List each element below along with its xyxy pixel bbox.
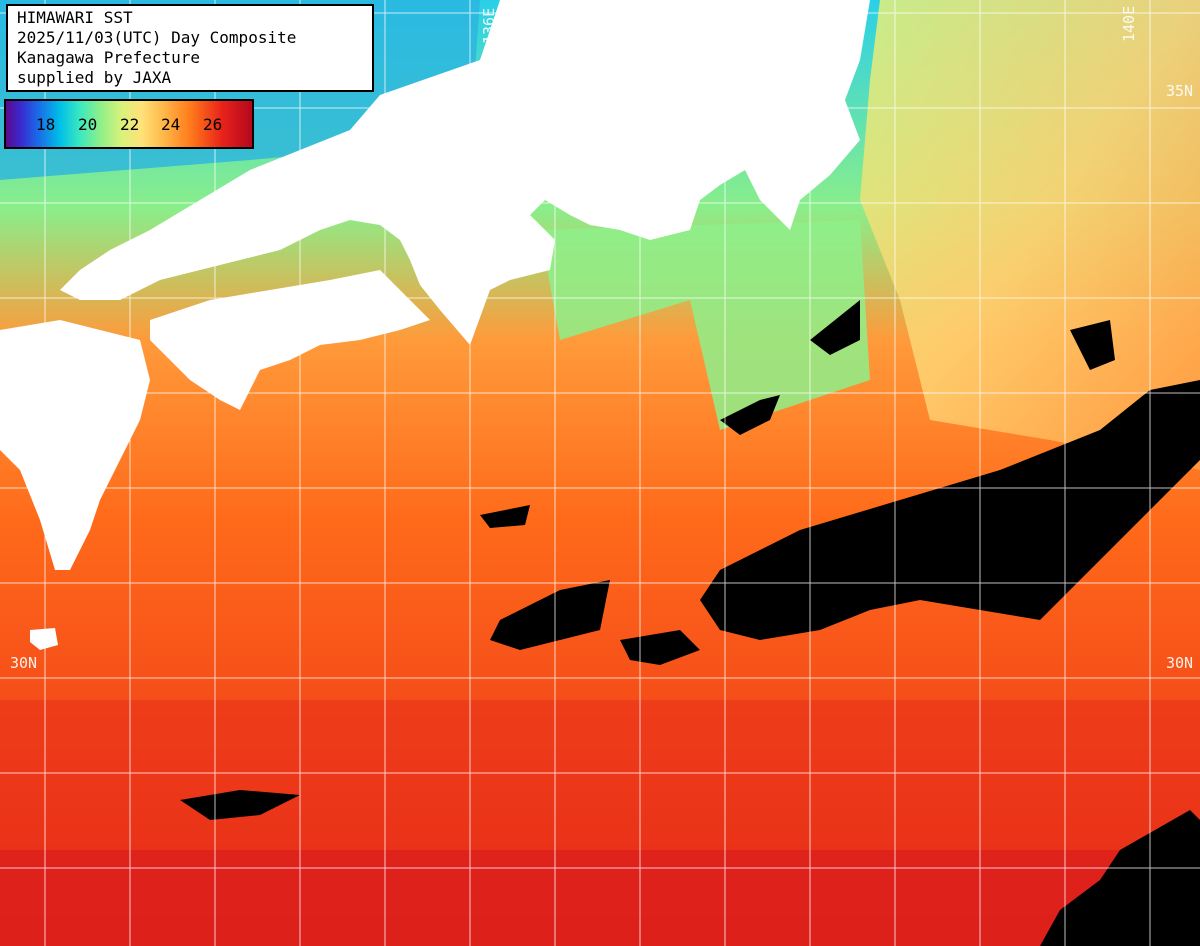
legend-tick-22: 22 bbox=[120, 115, 140, 134]
kyushu bbox=[0, 320, 150, 570]
legend-tick-18: 18 bbox=[36, 115, 56, 134]
cloud-patch-southwest bbox=[180, 790, 300, 820]
island-south bbox=[30, 628, 58, 650]
legend-tick-26: 26 bbox=[203, 115, 223, 134]
title-line-1: HIMAWARI SST bbox=[17, 8, 133, 27]
cloud-patch-coast bbox=[720, 395, 780, 435]
cool-water-bay bbox=[540, 220, 870, 430]
lon-140-label: 140E bbox=[1120, 5, 1138, 42]
cloud-band-east bbox=[700, 380, 1200, 640]
title-line-2: 2025/11/03(UTC) Day Composite bbox=[17, 28, 297, 47]
cloud-patch-southeast bbox=[1040, 810, 1200, 946]
title-box: HIMAWARI SST 2025/11/03(UTC) Day Composi… bbox=[6, 4, 374, 92]
lat-30-left-label: 30N bbox=[10, 654, 38, 672]
lon-136-label: 136E bbox=[480, 7, 498, 44]
title-line-4: supplied by JAXA bbox=[17, 68, 172, 87]
lat-30-right-label: 30N bbox=[1166, 654, 1194, 672]
cool-water-east bbox=[860, 0, 1200, 470]
cloud-patch-northeast bbox=[1070, 320, 1115, 370]
honshu bbox=[60, 0, 870, 345]
cloud-mask bbox=[180, 300, 1200, 946]
legend-tick-24: 24 bbox=[161, 115, 181, 134]
legend-tick-20: 20 bbox=[78, 115, 98, 134]
cloud-patch-speck bbox=[480, 505, 530, 528]
temperature-legend: 18 20 22 24 26 bbox=[4, 99, 254, 149]
lat-35-right-label: 35N bbox=[1166, 82, 1194, 100]
cloud-patch-izu bbox=[810, 300, 860, 355]
cloud-patch-center bbox=[490, 580, 610, 650]
shikoku bbox=[150, 270, 430, 410]
land bbox=[0, 0, 870, 650]
title-line-3: Kanagawa Prefecture bbox=[17, 48, 201, 67]
warmest-water bbox=[0, 850, 1200, 946]
